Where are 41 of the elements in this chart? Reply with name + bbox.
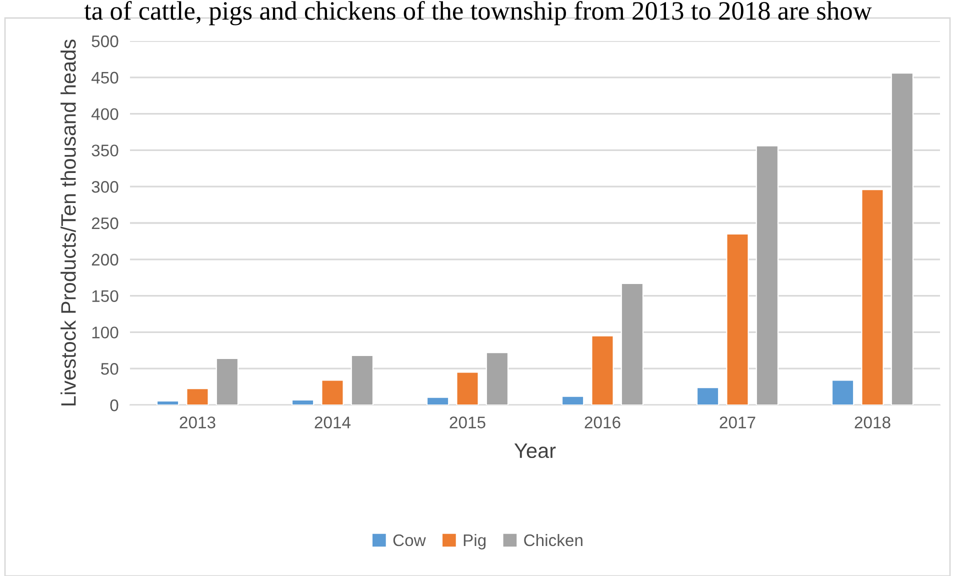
- x-tick-label: 2017: [720, 416, 756, 428]
- legend-label: Chicken: [524, 534, 582, 546]
- legend-label: Pig: [464, 534, 486, 550]
- y-axis-title: Livestock Products/Ten thousand heads: [60, 40, 76, 406]
- bar: [620, 282, 644, 405]
- y-tick-label: 350: [92, 144, 118, 156]
- y-tick-label: 450: [91, 72, 118, 84]
- y-tick-label: 50: [101, 363, 118, 375]
- bar: [756, 145, 779, 405]
- bar: [591, 335, 614, 405]
- x-tick-label: 2015: [450, 416, 486, 428]
- x-axis-title: Year: [514, 444, 556, 458]
- bar: [291, 399, 314, 405]
- x-tick-label: 2014: [314, 416, 351, 428]
- bar: [726, 233, 749, 405]
- y-tick-label: 150: [92, 290, 118, 302]
- y-tick-label: 250: [92, 217, 118, 230]
- y-tick-label: 400: [91, 108, 118, 120]
- y-tick-label: 100: [92, 326, 118, 338]
- y-tick-label: 0: [110, 399, 118, 412]
- bar: [350, 354, 374, 405]
- bar: [186, 388, 209, 405]
- bar: [561, 396, 584, 405]
- y-tick-label: 200: [92, 254, 118, 266]
- bar: [861, 188, 884, 405]
- y-tick-label: 500: [92, 35, 118, 48]
- text: ta of cattle, pigs and chickens of the township from 2013 to 2018 are show: [84, 1, 872, 26]
- bar: [831, 380, 854, 405]
- bar: [696, 386, 720, 405]
- y-tick-label: 300: [92, 181, 118, 193]
- bar: [890, 72, 914, 405]
- bar: [321, 380, 344, 405]
- x-tick-label: 2018: [854, 416, 890, 428]
- bar: [216, 358, 239, 405]
- x-tick-label: 2013: [180, 416, 216, 428]
- bar: [426, 396, 450, 405]
- legend-label: Cow: [393, 534, 426, 546]
- bar: [156, 400, 180, 405]
- bar: [486, 352, 509, 405]
- bar: [456, 372, 479, 405]
- x-tick-label: 2016: [584, 416, 620, 428]
